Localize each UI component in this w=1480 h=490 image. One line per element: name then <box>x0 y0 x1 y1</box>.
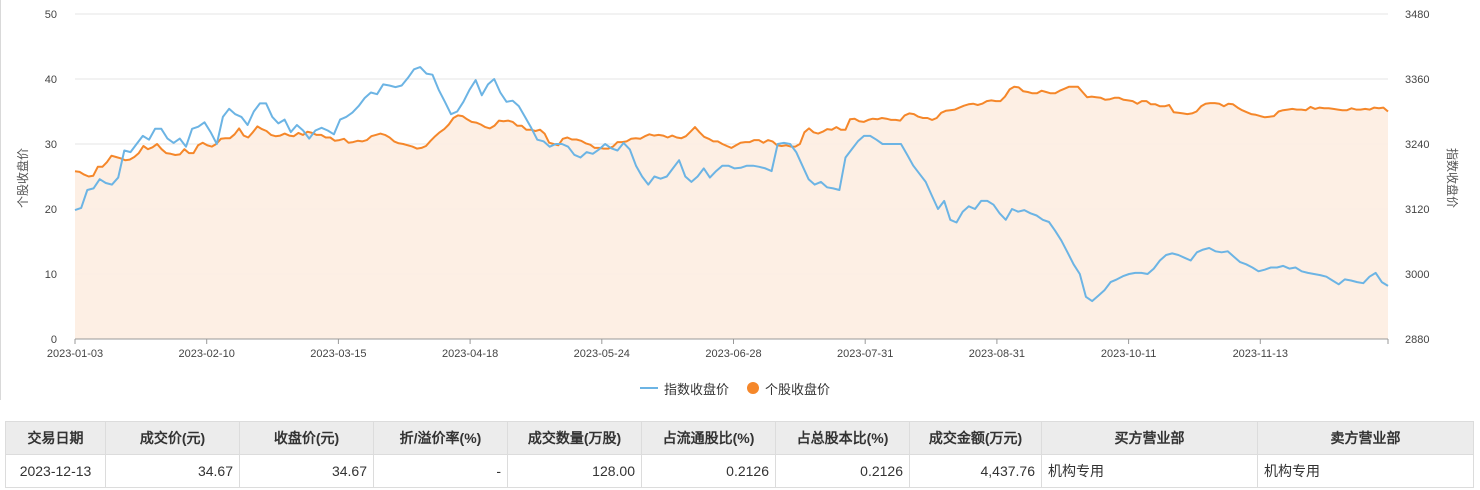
right-axis-label: 指数收盘价 <box>1445 148 1460 208</box>
x-tick-label: 2023-06-28 <box>705 348 761 360</box>
x-tick-label: 2023-07-31 <box>837 348 893 360</box>
left-frame-line <box>0 0 1 400</box>
chart-lines <box>74 66 1389 303</box>
x-tick-label: 2023-10-11 <box>1101 348 1156 360</box>
stock-dot-icon <box>747 382 760 394</box>
cell-deal-price: 34.67 <box>105 454 240 488</box>
x-tick-label: 2023-05-24 <box>574 348 630 360</box>
right-tick-label: 3000 <box>1405 269 1429 281</box>
left-tick-label: 10 <box>45 269 57 281</box>
stock-area <box>75 86 1388 339</box>
col-header[interactable]: 买方营业部 <box>1041 421 1258 455</box>
left-tick-label: 40 <box>45 74 57 86</box>
col-header[interactable]: 成交价(元) <box>105 421 240 455</box>
table-row: 2023-12-13 34.67 34.67 - 128.00 0.2126 0… <box>5 454 1474 488</box>
col-header[interactable]: 成交金额(万元) <box>909 421 1042 455</box>
stock-area-fill <box>75 86 1388 339</box>
chart-axes: 0 10 20 30 40 50 2880 3000 3120 3240 3360 3480 2023-… <box>45 9 1430 360</box>
x-tick-label: 2023-11-13 <box>1233 348 1288 360</box>
stock-price-line <box>74 85 1389 178</box>
right-tick-label: 3480 <box>1405 9 1429 21</box>
left-tick-label: 30 <box>45 139 57 151</box>
price-chart: 0 10 20 30 40 50 2880 3000 3120 3240 3360 3480 2023-… <box>15 9 1460 360</box>
cell-amount: 4,437.76 <box>909 454 1042 488</box>
right-tick-label: 2880 <box>1405 334 1429 346</box>
index-line-icon <box>640 387 658 389</box>
x-tick-label: 2023-01-03 <box>47 348 103 360</box>
col-header[interactable]: 卖方营业部 <box>1257 421 1474 455</box>
left-tick-label: 20 <box>45 204 57 216</box>
cell-volume: 128.00 <box>507 454 642 488</box>
right-tick-label: 3360 <box>1405 74 1429 86</box>
legend-stock[interactable]: 个股收盘价 <box>747 379 830 398</box>
chart-legend: 指数收盘价 个股收盘价 <box>640 378 830 398</box>
col-header[interactable]: 折/溢价率(%) <box>373 421 508 455</box>
index-price-line <box>74 66 1389 303</box>
cell-close-price: 34.67 <box>239 454 374 488</box>
left-tick-label: 0 <box>51 334 57 346</box>
left-axis-label: 个股收盘价 <box>15 148 30 208</box>
cell-trade-date: 2023-12-13 <box>5 454 106 488</box>
col-header[interactable]: 收盘价(元) <box>239 421 374 455</box>
x-tick-label: 2023-08-31 <box>969 348 1025 360</box>
left-tick-label: 50 <box>45 9 57 21</box>
block-trade-table: 交易日期 成交价(元) 收盘价(元) 折/溢价率(%) 成交数量(万股) 占流通… <box>5 421 1474 488</box>
col-header[interactable]: 交易日期 <box>5 421 106 455</box>
cell-float-ratio: 0.2126 <box>641 454 776 488</box>
cell-seller: 机构专用 <box>1257 454 1474 488</box>
table-header-row: 交易日期 成交价(元) 收盘价(元) 折/溢价率(%) 成交数量(万股) 占流通… <box>5 421 1474 455</box>
right-tick-label: 3120 <box>1405 204 1429 216</box>
col-header[interactable]: 占总股本比(%) <box>775 421 910 455</box>
x-tick-label: 2023-02-10 <box>179 348 235 360</box>
cell-total-ratio: 0.2126 <box>775 454 910 488</box>
legend-index[interactable]: 指数收盘价 <box>640 379 729 398</box>
x-tick-label: 2023-04-18 <box>442 348 498 360</box>
col-header[interactable]: 占流通股比(%) <box>641 421 776 455</box>
legend-stock-label: 个股收盘价 <box>765 381 831 397</box>
cell-premium-rate: - <box>373 454 508 488</box>
col-header[interactable]: 成交数量(万股) <box>507 421 642 455</box>
legend-index-label: 指数收盘价 <box>664 381 730 397</box>
x-tick-label: 2023-03-15 <box>310 348 366 360</box>
cell-buyer: 机构专用 <box>1041 454 1258 488</box>
right-tick-label: 3240 <box>1405 139 1429 151</box>
